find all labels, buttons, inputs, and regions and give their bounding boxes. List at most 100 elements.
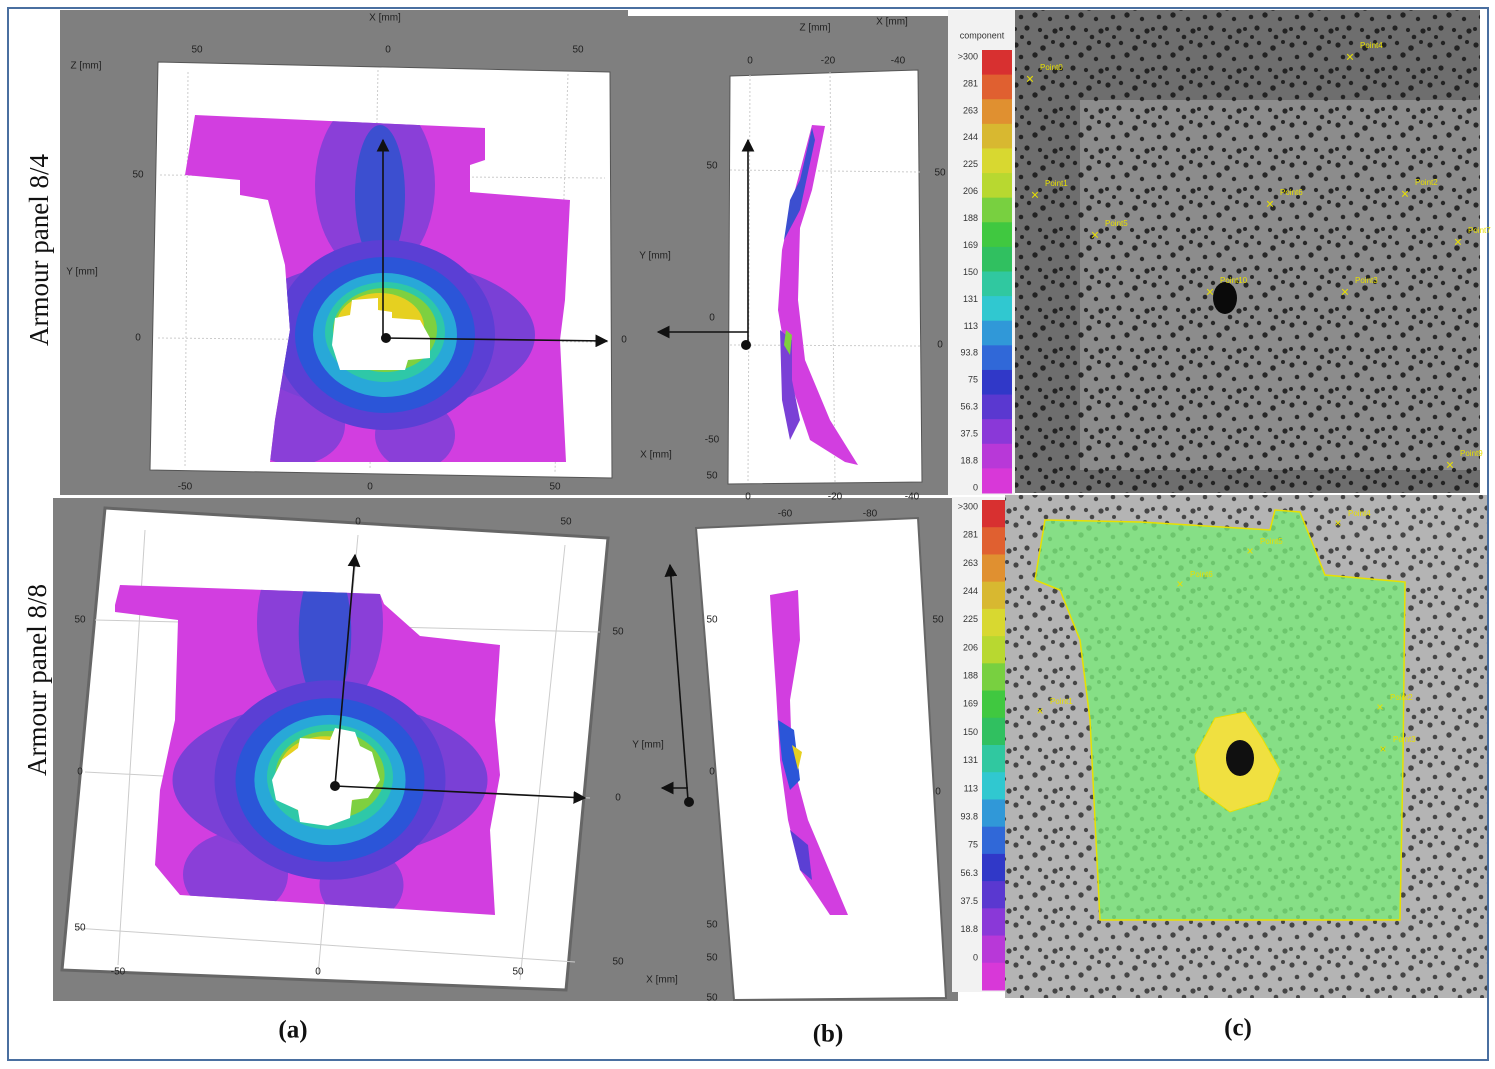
colorbar-swatch: [982, 50, 1012, 76]
label: Z [mm]: [799, 23, 830, 34]
label: Point1: [1045, 179, 1068, 188]
side-profile: [770, 590, 848, 915]
contour-level: [298, 585, 352, 707]
colorbar-swatch: [982, 296, 1012, 322]
point-marker: ×: [1401, 186, 1409, 202]
label: 56.3: [960, 402, 978, 412]
label: 50: [934, 168, 946, 179]
colorbar-swatch: [982, 419, 1012, 445]
label: Point5: [1105, 219, 1128, 228]
label: -40: [905, 492, 920, 503]
label: 206: [963, 186, 978, 196]
impact-hole: [1226, 740, 1254, 776]
label: X [mm]: [640, 450, 672, 461]
point-marker: ×: [1266, 196, 1274, 212]
label: Y [mm]: [639, 251, 671, 262]
point-marker: ×: [1446, 457, 1454, 473]
point-marker: ×: [1376, 700, 1383, 714]
label: Point0: [1040, 63, 1063, 72]
colorbar-swatch: [982, 148, 1012, 174]
label: 50: [560, 517, 572, 528]
point-marker: ×: [1026, 71, 1034, 87]
mask-region: [1034, 509, 1406, 921]
origin: [381, 333, 391, 343]
side-profile: [792, 745, 802, 770]
origin: [741, 340, 751, 350]
label: 50: [74, 615, 86, 626]
label: component: [960, 30, 1005, 40]
label: 131: [963, 294, 978, 304]
label: Point7: [1468, 226, 1491, 235]
side-profile: [778, 720, 800, 790]
label: -40: [891, 56, 906, 67]
label: Point4: [1348, 509, 1371, 518]
label: 0: [973, 952, 978, 962]
label: (b): [813, 1021, 844, 1048]
label: 0: [385, 45, 391, 56]
label: 37.5: [960, 429, 978, 439]
label: 0: [615, 793, 621, 804]
axis-arrow: [334, 553, 361, 787]
label: 225: [963, 614, 978, 624]
point-marker: ×: [1341, 284, 1349, 300]
label: Point5: [1260, 537, 1283, 546]
label: Point4: [1360, 41, 1383, 50]
label: 281: [963, 530, 978, 540]
label: 0: [745, 492, 751, 503]
label: 131: [963, 755, 978, 765]
label: 93.8: [960, 811, 978, 821]
label: Point3: [1355, 276, 1378, 285]
label: Point6: [1190, 570, 1213, 579]
label: 50: [706, 920, 718, 931]
contour-level: [355, 125, 405, 265]
label: 0: [315, 967, 321, 978]
label: Point10: [1220, 276, 1248, 285]
colorbar-swatch: [982, 222, 1012, 248]
label: Point3: [1393, 735, 1416, 744]
point-marker: ×: [1091, 227, 1099, 243]
label: 50: [191, 45, 203, 56]
grid-line: [74, 927, 576, 963]
label: Point2: [1415, 178, 1438, 187]
side-profile: [784, 330, 792, 355]
colorbar-swatch: [982, 443, 1012, 469]
label: 50: [549, 482, 561, 493]
point-marker: ×: [1246, 544, 1253, 558]
colorbar-swatch: [982, 173, 1012, 199]
contour-map: [115, 585, 500, 915]
label: 263: [963, 558, 978, 568]
origin: [330, 781, 340, 791]
label: 0: [973, 482, 978, 492]
plot-box: [727, 69, 923, 485]
label: Z [mm]: [70, 61, 101, 72]
label: X [mm]: [876, 17, 908, 28]
colorbar-swatch: [982, 394, 1012, 420]
label: 0: [709, 767, 715, 778]
label: 0: [935, 787, 941, 798]
label: >300: [958, 51, 978, 61]
label: 50: [132, 170, 144, 181]
plot-box: [694, 516, 948, 1002]
side-profile: [780, 330, 800, 440]
label: 0: [367, 482, 373, 493]
axis-arrow: [382, 334, 609, 348]
point-marker: ×: [1379, 742, 1386, 756]
label: 150: [963, 727, 978, 737]
point-marker: ×: [1036, 704, 1043, 718]
label: 0: [747, 56, 753, 67]
label: 50: [706, 953, 718, 964]
label: 50: [706, 615, 718, 626]
label: 50: [706, 161, 718, 172]
point-marker: ×: [1206, 284, 1214, 300]
side-profile: [784, 128, 815, 240]
axis-arrow: [334, 785, 587, 804]
label: Y [mm]: [632, 740, 664, 751]
label: 50: [706, 993, 718, 1004]
label: 244: [963, 132, 978, 142]
label: X [mm]: [646, 975, 678, 986]
label: 50: [612, 957, 624, 968]
damage-zone: [332, 298, 430, 370]
point-marker: ×: [1031, 187, 1039, 203]
